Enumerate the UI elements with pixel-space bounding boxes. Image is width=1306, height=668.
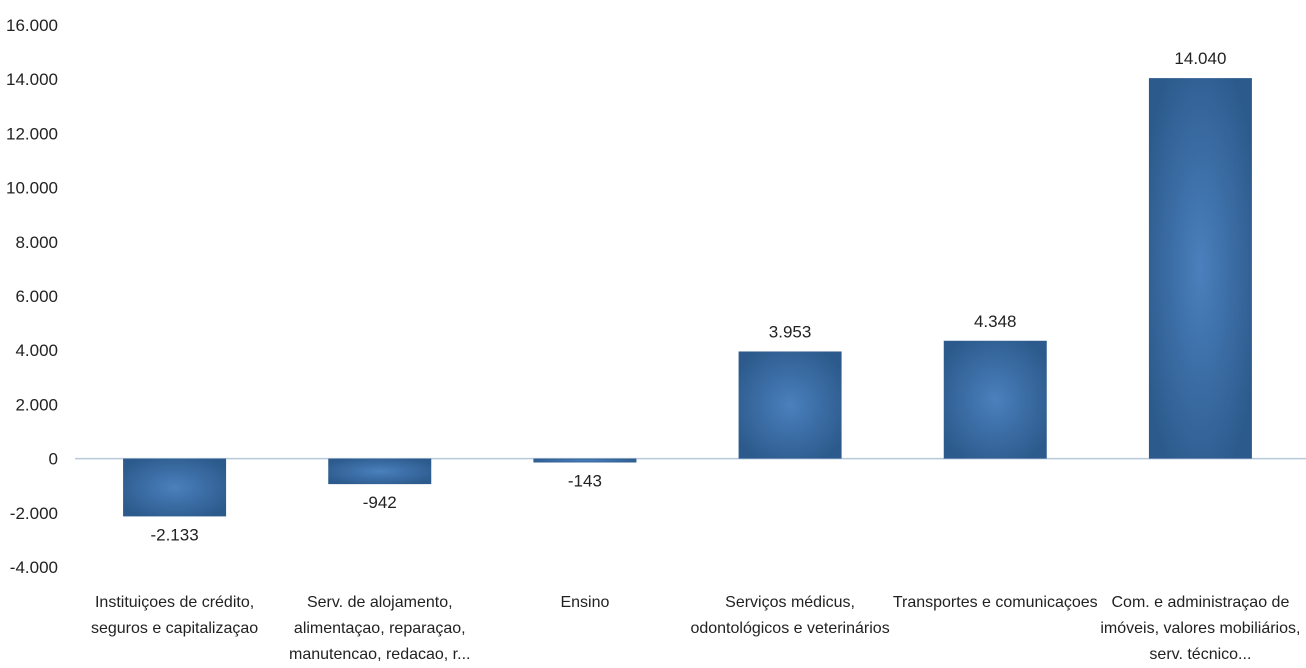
category-label-line: manutencao, redacao, r... <box>289 646 470 663</box>
y-axis: 16.000 14.000 12.000 10.000 8.000 6.000 4.000 2… <box>6 16 58 577</box>
bar <box>328 458 432 485</box>
data-labels: -2.133 -942 -143 3.953 4.348 14.040 <box>150 49 1226 544</box>
category-label-line: Transportes e comunicaçoes <box>893 594 1098 611</box>
category-label: Transportes e comunicaçoes <box>893 594 1098 611</box>
bars <box>123 78 1252 517</box>
data-label: 14.040 <box>1174 49 1226 68</box>
category-label-line: imóveis, valores mobiliários, <box>1100 620 1300 637</box>
category-label-line: Ensino <box>560 594 609 611</box>
y-tick-label: 8.000 <box>15 233 58 252</box>
data-label: -942 <box>363 493 397 512</box>
category-label-line: Serv. de alojamento, <box>307 594 453 611</box>
category-label-line: odontológicos e veterinários <box>690 620 889 637</box>
category-label: Serv. de alojamento, alimentaçao, reparaç… <box>289 594 470 663</box>
category-label: Com. e administraçao de imóveis, valores … <box>1100 594 1300 663</box>
data-label: 4.348 <box>974 312 1017 331</box>
y-tick-label: 10.000 <box>6 179 58 198</box>
category-label-line: Serviços médicus, <box>725 594 855 611</box>
category-label: Instituiçoes de crédito, seguros e capita… <box>91 594 258 637</box>
y-tick-label: -2.000 <box>10 504 58 523</box>
y-tick-label: 14.000 <box>6 70 58 89</box>
category-label: Ensino <box>560 594 609 611</box>
bar <box>123 458 227 517</box>
y-tick-label: 4.000 <box>15 341 58 360</box>
category-label-line: alimentaçao, reparaçao, <box>294 620 466 637</box>
category-label-line: Com. e administraçao de <box>1111 594 1289 611</box>
y-tick-label: 0 <box>49 450 58 469</box>
y-tick-label: 2.000 <box>15 395 58 414</box>
category-label-line: serv. técnico... <box>1149 646 1251 663</box>
data-label: -2.133 <box>150 525 198 544</box>
y-tick-label: -4.000 <box>10 558 58 577</box>
x-axis-labels: Instituiçoes de crédito, seguros e capita… <box>91 594 1300 663</box>
y-tick-label: 16.000 <box>6 16 58 35</box>
y-tick-label: 12.000 <box>6 124 58 143</box>
bar <box>533 458 637 463</box>
bar <box>1148 78 1252 459</box>
data-label: -143 <box>568 471 602 490</box>
category-label-line: Instituiçoes de crédito, <box>95 594 254 611</box>
bar <box>943 340 1047 459</box>
category-label-line: seguros e capitalizaçao <box>91 620 258 637</box>
data-label: 3.953 <box>769 322 812 341</box>
category-label: Serviços médicus, odontológicos e veterin… <box>690 594 889 637</box>
y-tick-label: 6.000 <box>15 287 58 306</box>
bar <box>738 351 842 459</box>
